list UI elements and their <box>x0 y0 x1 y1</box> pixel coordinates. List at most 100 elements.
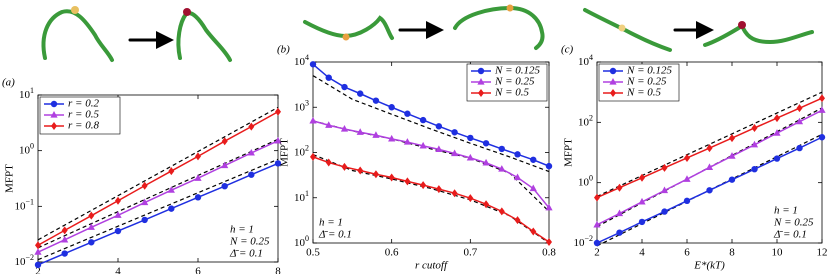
data-point <box>340 125 349 132</box>
series-line <box>37 162 279 266</box>
reference-line <box>37 106 279 241</box>
polymer <box>703 23 814 47</box>
y-tick-label: 103 <box>294 98 309 113</box>
data-point <box>435 185 442 194</box>
bead <box>738 21 746 29</box>
reference-line <box>37 138 279 249</box>
bead <box>71 6 79 14</box>
x-tick-label: 0.8 <box>542 247 556 259</box>
data-point <box>818 134 826 141</box>
data-point <box>34 248 42 255</box>
data-point <box>751 123 758 132</box>
series-line <box>312 120 550 209</box>
y-axis-label: MFPT <box>4 164 16 193</box>
annotation: Δ̄ = 0.1 <box>773 229 807 241</box>
data-point <box>482 140 490 147</box>
polymer <box>453 5 545 50</box>
x-tick-label: 2 <box>35 266 41 274</box>
data-point <box>388 104 395 111</box>
legend-marker <box>609 78 617 85</box>
data-point <box>275 107 281 116</box>
x-tick-label: 0.5 <box>306 247 320 259</box>
data-point <box>795 117 804 125</box>
data-point <box>706 144 713 153</box>
data-point <box>61 235 69 243</box>
data-point <box>513 173 522 181</box>
data-point <box>467 194 474 203</box>
y-tick-label: 104 <box>294 53 309 68</box>
data-point <box>88 239 95 246</box>
legend-marker <box>50 100 58 108</box>
data-point <box>530 227 537 236</box>
data-point <box>661 208 668 215</box>
data-point <box>61 250 68 257</box>
x-tick-label: 8 <box>275 266 281 274</box>
data-point <box>419 116 427 124</box>
data-point <box>325 158 332 167</box>
legend-marker <box>477 78 485 85</box>
data-point <box>325 74 332 81</box>
data-point <box>420 181 427 190</box>
data-point <box>483 200 490 209</box>
x-axis-label: r cutoff <box>415 260 449 272</box>
legend-marker <box>609 67 617 75</box>
reference-line <box>312 75 550 173</box>
data-point <box>466 153 474 161</box>
data-point <box>114 227 122 235</box>
panel-label: (c) <box>561 44 574 56</box>
legend-label: r = 0.5 <box>68 109 99 121</box>
plot-frame <box>596 61 823 244</box>
data-point <box>248 122 255 131</box>
data-point <box>372 97 380 104</box>
annotation: N = 0.25 <box>229 236 270 248</box>
data-point <box>638 197 646 205</box>
data-point <box>545 162 553 170</box>
plot-frame <box>37 94 279 263</box>
data-point <box>728 176 736 183</box>
data-point <box>529 184 537 192</box>
data-point <box>357 166 364 175</box>
data-point <box>796 104 803 113</box>
data-point <box>419 141 427 149</box>
bead <box>618 24 626 32</box>
data-point <box>706 187 713 194</box>
y-tick-label: 10−1 <box>14 197 34 212</box>
data-point <box>35 241 41 250</box>
data-point <box>274 136 282 144</box>
cartoons <box>41 4 814 62</box>
data-point <box>248 171 255 178</box>
series-line <box>37 111 279 246</box>
data-point <box>221 137 228 146</box>
data-point <box>796 144 803 152</box>
legend-label: N = 0.5 <box>494 87 530 99</box>
bead <box>506 4 514 12</box>
x-tick-label: 0.6 <box>385 247 399 259</box>
annotation: N = 0.25 <box>773 217 814 229</box>
data-point <box>683 175 691 182</box>
data-point <box>341 162 348 171</box>
legend-label: N = 0.25 <box>626 76 667 88</box>
polymer <box>583 8 672 52</box>
series-line <box>312 156 550 243</box>
polymer <box>303 15 394 40</box>
data-point <box>221 182 228 190</box>
data-point <box>87 223 95 230</box>
data-point <box>435 145 443 153</box>
data-point <box>114 211 122 218</box>
y-tick-label: 101 <box>19 86 34 101</box>
data-point <box>141 198 149 206</box>
data-point <box>683 197 691 205</box>
data-point <box>274 160 282 167</box>
data-point <box>356 128 364 135</box>
data-point <box>514 151 521 158</box>
data-point <box>684 153 690 162</box>
x-tick-label: 4 <box>115 266 121 274</box>
y-axis-label: MFPT <box>563 138 575 167</box>
bead <box>183 8 191 16</box>
data-point <box>115 196 121 205</box>
data-point <box>451 129 458 136</box>
reference-line <box>37 158 279 261</box>
y-axis-label: MFPT <box>279 138 291 167</box>
y-tick-label: 104 <box>578 53 593 68</box>
data-point <box>435 123 443 130</box>
